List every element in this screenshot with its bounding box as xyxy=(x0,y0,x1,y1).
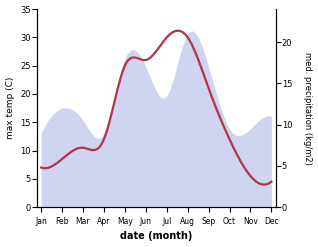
X-axis label: date (month): date (month) xyxy=(120,231,192,242)
Y-axis label: med. precipitation (kg/m2): med. precipitation (kg/m2) xyxy=(303,52,313,165)
Y-axis label: max temp (C): max temp (C) xyxy=(5,77,15,139)
